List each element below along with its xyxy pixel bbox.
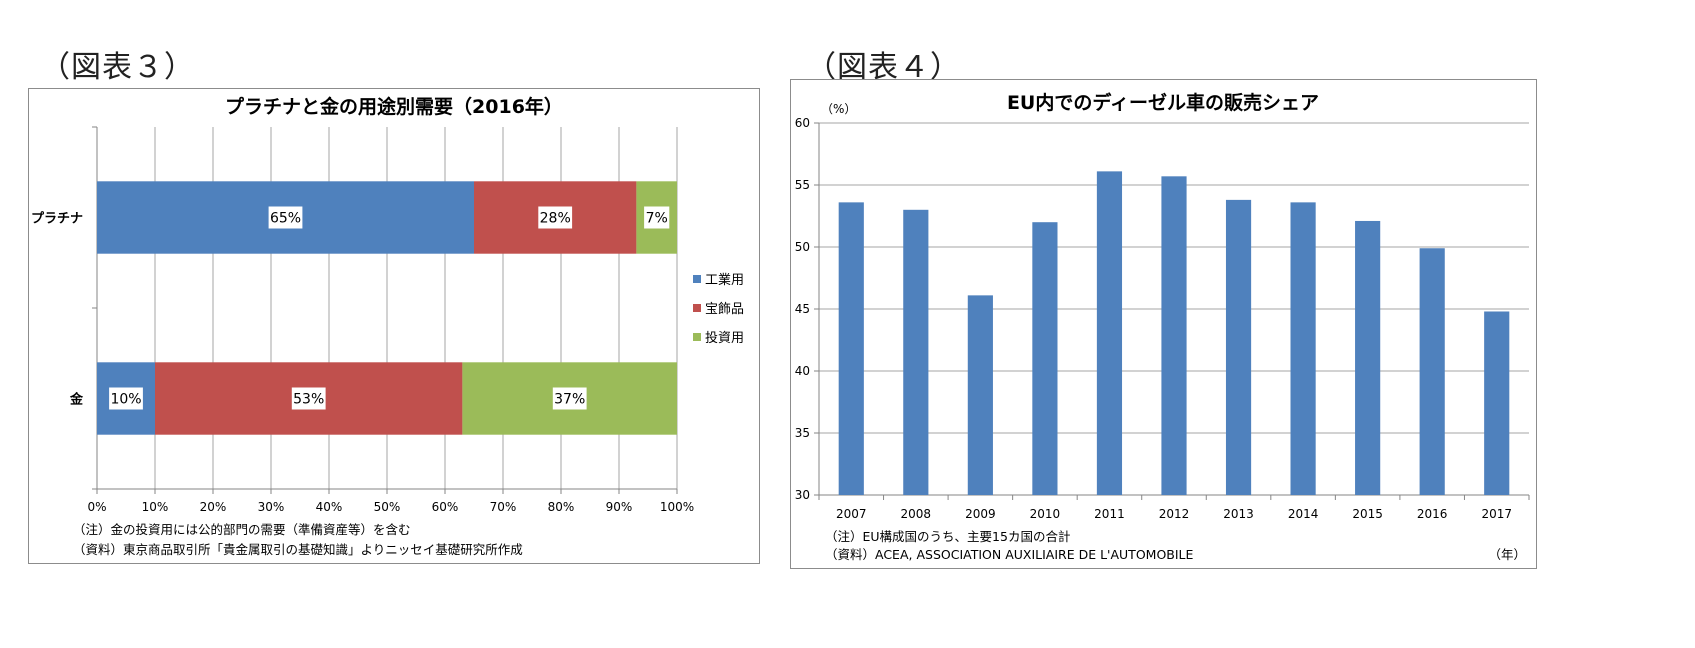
legend-label: 工業用 [705,272,744,288]
x-tick-label: 2013 [1223,507,1254,521]
x-tick-label: 2010 [1030,507,1061,521]
x-tick-label: 90% [606,500,633,514]
x-tick-label: 20% [200,500,227,514]
bar [1484,311,1510,495]
x-tick-label: 2009 [965,507,996,521]
chart-title: プラチナと金の用途別需要（2016年） [225,95,563,118]
x-tick-label: 100% [660,500,694,514]
bar [1225,199,1252,495]
data-label-bg [552,387,587,410]
data-label-bg [538,206,573,229]
x-tick-label: 2015 [1352,507,1383,521]
bar [1355,220,1381,495]
y-tick-label: 50 [795,240,810,254]
chart-title: EU内でのディーゼル車の販売シェア [1007,91,1319,114]
data-label-bg [291,387,326,410]
x-tick-label: 2017 [1481,507,1512,521]
data-label: 28% [540,211,571,227]
x-tick-label: 50% [374,500,401,514]
y-tick-label: 45 [795,302,810,316]
figure-3-label: （図表３） [40,50,195,85]
bar [1290,202,1316,496]
data-label: 53% [293,392,324,408]
x-tick-label: 2008 [901,507,932,521]
note-text: （資料）ACEA, ASSOCIATION AUXILIAIRE DE L'AU… [825,547,1194,562]
bar [838,202,864,496]
bar [967,295,993,495]
legend-label: 投資用 [705,330,744,346]
platinum-gold-chart: プラチナと金の用途別需要（2016年） 0% 10% 20% 30% 40% 50% 60% 7… [31,95,744,557]
x-tick-label: 2007 [836,507,867,521]
x-tick-label: 0% [87,500,106,514]
legend-swatch [693,275,701,283]
bar [1419,248,1445,495]
x-tick-label: 30% [258,500,285,514]
note-text: （資料）東京商品取引所「貴金属取引の基礎知識」よりニッセイ基礎研究所作成 [73,542,523,557]
x-tick-label: 70% [490,500,517,514]
x-tick-label: 10% [142,500,169,514]
legend-label: 宝飾品 [705,302,744,317]
x-tick-label: 80% [548,500,575,514]
data-label-bg [268,206,303,229]
category-label: 金 [69,392,84,408]
y-tick-label: 55 [795,178,810,192]
chart-panel-diesel-share: EU内でのディーゼル車の販売シェア （%） 30 35 40 45 50 55 60 2007 20… [790,79,1537,569]
legend-swatch [693,333,701,341]
x-tick-label: 2011 [1094,507,1125,521]
x-tick-label: 2014 [1288,507,1319,521]
x-tick-label: 40% [316,500,343,514]
y-axis-unit: （%） [821,102,856,116]
chart-panel-platinum-gold: プラチナと金の用途別需要（2016年） 0% 10% 20% 30% 40% 50% 60% 7… [28,88,760,564]
bar [1032,222,1058,495]
diesel-share-chart: EU内でのディーゼル車の販売シェア （%） 30 35 40 45 50 55 60 2007 20… [795,91,1530,562]
category-label: プラチナ [31,212,83,227]
x-axis-unit: （年） [1488,547,1526,562]
legend-swatch [693,304,701,312]
data-label-bg [644,206,670,229]
data-label: 65% [270,211,301,227]
y-tick-label: 30 [795,488,810,502]
x-tick-label: 2016 [1417,507,1448,521]
note-text: （注）EU構成国のうち、主要15カ国の合計 [825,529,1070,544]
y-tick-label: 35 [795,426,810,440]
bar [1096,171,1123,496]
data-label: 7% [646,211,668,227]
x-tick-label: 60% [432,500,459,514]
data-label-bg [109,387,143,410]
data-label: 37% [554,392,585,408]
data-label: 10% [110,392,141,408]
bar [1161,176,1187,495]
y-tick-label: 60 [795,116,810,130]
y-tick-label: 40 [795,364,810,378]
bar [903,209,929,496]
note-text: （注）金の投資用には公的部門の需要（準備資産等）を含む [73,522,411,537]
x-tick-label: 2012 [1159,507,1190,521]
